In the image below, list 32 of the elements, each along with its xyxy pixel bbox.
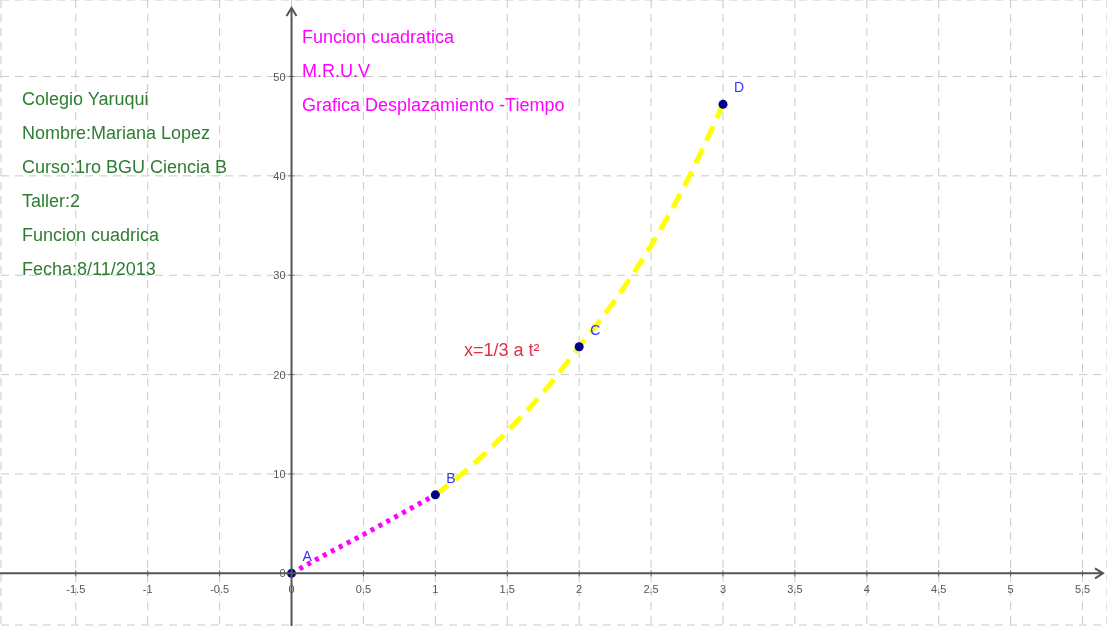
annotation: Nombre:Mariana Lopez [22,122,212,145]
annotation: A [302,548,313,565]
text: Funcion cuadratica [302,26,456,49]
x-tick-label: 3.5 [787,583,803,596]
x-tick-label: 2 [576,583,583,596]
annotation: D [733,79,745,96]
y-tick-label: 50 [273,70,286,83]
y-tick-label: 40 [273,169,286,182]
annotation: B [446,469,456,486]
x-tick-label: 0.5 [355,583,372,596]
x-tick-label: 4.5 [931,583,947,596]
x-tick-label: 5.5 [1074,583,1091,596]
x-tick-label: 2.5 [643,583,659,596]
x-tick-label: 3 [719,583,727,596]
y-tick-label: 20 [273,368,286,381]
annotation: Funcion cuadrica [22,224,161,247]
x-tick-label: 1.5 [499,583,515,596]
y-tick-label: 30 [273,269,286,282]
x-tick-label: 4 [863,583,870,596]
annotation: Fecha:8/11/2013 [22,258,157,281]
annotation: Taller:2 [22,190,82,213]
text: M.R.U.V [302,60,371,83]
x-tick-label: 5 [1007,583,1014,596]
x-tick-label: -1 [142,583,153,596]
annotation: Curso:1ro BGU Ciencia B [22,156,228,179]
y-tick-label: 10 [273,467,286,480]
annotation: Grafica Desplazamiento -Tiempo [302,94,565,117]
annotation: x=1/3 a t² [464,340,540,361]
x-tick-label: -0.5 [210,583,230,596]
x-tick-label: -1.5 [66,583,86,596]
x-tick-label: 1 [432,583,439,596]
annotation: Colegio Yaruqui [22,88,150,111]
